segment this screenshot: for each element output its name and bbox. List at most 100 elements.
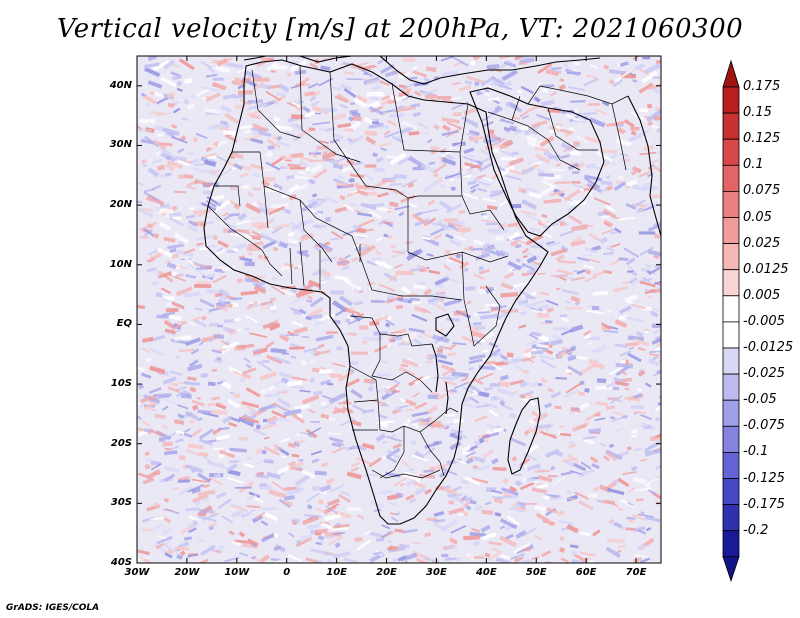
field-speckle xyxy=(299,389,311,393)
field-speckle xyxy=(185,214,196,219)
field-speckle xyxy=(500,156,517,161)
field-speckle xyxy=(359,312,364,318)
field-speckle xyxy=(596,151,613,162)
field-speckle xyxy=(217,498,232,509)
field-speckle xyxy=(494,105,501,112)
field-speckle xyxy=(424,440,443,450)
field-speckle xyxy=(550,391,562,399)
field-speckle xyxy=(290,59,308,72)
field-speckle xyxy=(194,283,212,288)
field-speckle xyxy=(198,451,209,457)
field-speckle xyxy=(280,265,290,272)
field-speckle xyxy=(652,87,661,95)
field-speckle xyxy=(383,233,389,238)
field-speckle xyxy=(603,64,610,70)
field-speckle xyxy=(601,228,614,235)
field-speckle xyxy=(513,508,526,513)
field-speckle xyxy=(473,465,490,472)
field-speckle xyxy=(338,402,352,405)
field-speckle xyxy=(604,152,619,164)
field-speckle xyxy=(312,224,327,228)
field-speckle xyxy=(548,495,564,502)
field-speckle xyxy=(401,358,419,368)
field-speckle xyxy=(198,428,215,440)
field-speckle xyxy=(142,420,151,427)
field-speckle xyxy=(308,279,321,288)
field-speckle xyxy=(649,310,659,318)
field-speckle xyxy=(523,347,537,358)
field-speckle xyxy=(443,545,458,549)
field-speckle xyxy=(294,474,311,487)
field-speckle xyxy=(150,517,166,520)
field-speckle xyxy=(261,57,275,61)
field-speckle xyxy=(491,489,503,494)
colorbar-box xyxy=(722,478,740,506)
field-speckle xyxy=(209,521,218,528)
field-speckle xyxy=(234,104,245,110)
field-speckle xyxy=(486,134,496,140)
field-speckle xyxy=(183,291,201,298)
field-speckle xyxy=(471,247,484,251)
field-speckle xyxy=(541,550,552,558)
field-speckle xyxy=(437,393,447,401)
field-speckle xyxy=(463,395,473,404)
field-speckle xyxy=(655,123,661,134)
field-speckle xyxy=(173,190,187,194)
field-speckle xyxy=(137,207,154,218)
field-speckle xyxy=(334,542,341,548)
field-speckle xyxy=(318,312,336,322)
colorbar-box xyxy=(722,399,740,427)
field-speckle xyxy=(298,219,314,225)
field-speckle xyxy=(572,171,580,175)
field-speckle xyxy=(625,203,637,210)
field-speckle xyxy=(191,486,201,495)
field-speckle xyxy=(538,172,555,178)
field-speckle xyxy=(399,125,415,135)
field-speckle xyxy=(441,117,460,124)
field-speckle xyxy=(558,276,567,281)
field-speckle xyxy=(320,462,329,468)
field-speckle xyxy=(314,243,322,249)
field-speckle xyxy=(386,234,393,240)
field-speckle xyxy=(480,156,493,164)
field-speckle xyxy=(189,207,195,211)
field-speckle xyxy=(477,435,489,443)
field-speckle xyxy=(184,536,192,541)
field-speckle xyxy=(259,371,278,381)
field-speckle xyxy=(588,232,601,242)
field-speckle xyxy=(387,294,395,299)
field-speckle xyxy=(227,469,241,477)
field-speckle xyxy=(630,130,637,136)
field-speckle xyxy=(473,338,483,346)
field-speckle xyxy=(268,489,287,499)
field-speckle xyxy=(507,222,519,228)
field-speckle xyxy=(390,330,402,335)
field-speckle xyxy=(187,443,204,450)
field-speckle xyxy=(640,458,648,462)
field-speckle xyxy=(347,506,362,512)
field-speckle xyxy=(453,418,465,423)
field-speckle xyxy=(289,167,307,170)
field-speckle xyxy=(372,84,382,92)
field-speckle xyxy=(415,211,422,217)
field-speckle xyxy=(466,133,479,137)
field-speckle xyxy=(610,243,621,248)
field-speckle xyxy=(350,101,356,106)
field-speckle xyxy=(244,327,250,331)
field-speckle xyxy=(380,403,389,407)
field-speckle xyxy=(459,261,470,270)
field-speckle xyxy=(559,230,574,237)
field-speckle xyxy=(641,70,658,84)
field-speckle xyxy=(560,557,569,563)
field-speckle xyxy=(236,184,250,191)
field-speckle xyxy=(511,116,521,120)
field-speckle xyxy=(531,381,539,388)
field-speckle xyxy=(282,500,294,507)
field-speckle xyxy=(328,392,347,405)
field-speckle xyxy=(468,366,474,372)
field-speckle xyxy=(329,417,336,422)
field-speckle xyxy=(488,541,503,546)
grads-credit: GrADS: IGES/COLA xyxy=(6,603,100,613)
field-speckle xyxy=(207,381,216,387)
field-speckle xyxy=(525,251,541,260)
